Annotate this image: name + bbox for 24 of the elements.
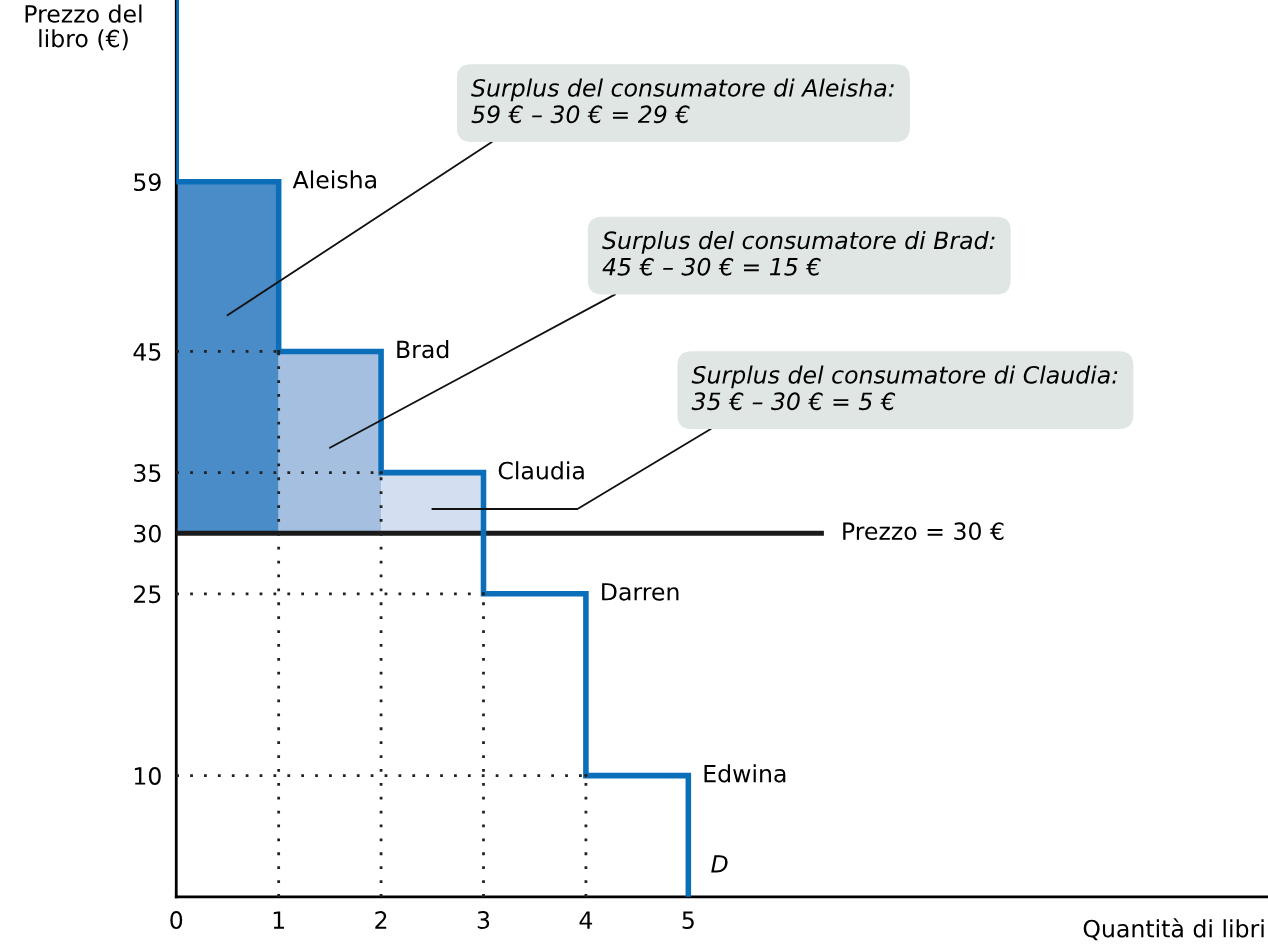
x-tick-label: 1: [273, 911, 284, 929]
series-label: Prezzo = 30 €: [843, 522, 1004, 541]
y-tick-label: 35: [134, 464, 161, 482]
annotation: Darren: [602, 583, 679, 601]
annotation: Aleisha: [292, 170, 376, 189]
x-tick-label: 3: [477, 911, 490, 929]
annotation: Claudia: [498, 461, 584, 480]
y-tick-label: 59: [134, 173, 161, 192]
annotation: Surplus del consumatore di Brad: 45 € – 30 € = 15 €: [602, 230, 995, 276]
annotation: Surplus del consumatore di Aleisha: 59 € – 30 € = 29 €: [471, 78, 894, 124]
x-tick-label: 0: [170, 911, 183, 929]
y-tick-label: 25: [134, 585, 161, 604]
annotation: Surplus del consumatore di Claudia: 35 € – 30 € = 5 €: [691, 365, 1118, 411]
x-axis-title: Quantità di libri: [1083, 918, 1264, 941]
y-axis-title: Prezzo del libro (€): [25, 4, 142, 51]
y-tick-label: 30: [134, 524, 161, 543]
y-tick-label: 45: [133, 343, 161, 361]
annotation: Edwina: [704, 764, 786, 783]
x-tick-label: 4: [579, 911, 593, 929]
x-tick-label: 2: [375, 911, 387, 929]
x-tick-label: 5: [682, 911, 694, 929]
annotation: Brad: [397, 340, 449, 359]
y-tick-label: 10: [134, 767, 161, 785]
series-label: D: [711, 855, 728, 873]
